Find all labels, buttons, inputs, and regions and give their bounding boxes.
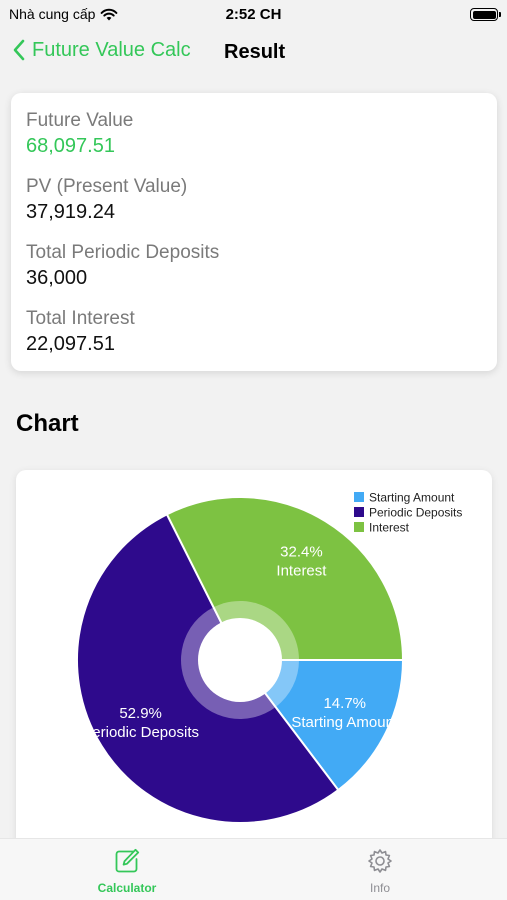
status-time: 2:52 CH [225,6,282,23]
slice-percent-label: 14.7% [323,695,366,712]
legend-swatch [354,507,364,517]
result-value: 36,000 [26,267,88,289]
chart-section-title: Chart [16,410,79,437]
legend-label: Starting Amount [369,491,455,505]
result-value: 22,097.51 [26,333,115,355]
tab-calculator[interactable]: Calculator [77,847,177,895]
back-button[interactable]: Future Value Calc [12,38,191,62]
slice-name-label: Starting Amount [291,714,399,731]
result-value: 37,919.24 [26,201,115,223]
donut-hole [198,618,282,702]
status-carrier: Nhà cung cấp [9,6,118,22]
legend-label: Periodic Deposits [369,506,462,520]
slice-percent-label: 52.9% [119,705,162,722]
legend-swatch [354,522,364,532]
result-total-interest: Total Interest 22,097.51 [26,307,135,357]
edit-icon [115,848,140,873]
result-label: Total Interest [26,308,135,329]
tab-label: Calculator [97,881,157,895]
result-future-value: Future Value 68,097.51 [26,109,133,159]
result-label: PV (Present Value) [26,176,188,197]
result-present-value: PV (Present Value) 37,919.24 [26,175,187,225]
gear-icon [368,849,392,873]
page-title: Result [224,41,286,63]
tab-bar: Calculator Info [0,838,507,900]
result-label: Total Periodic Deposits [26,242,220,263]
status-bar: Nhà cung cấp 2:52 CH [0,0,507,30]
slice-name-label: Interest [276,562,327,579]
result-value: 68,097.51 [26,135,115,157]
tab-info[interactable]: Info [330,847,430,895]
navigation-bar: Future Value Calc Result [0,30,507,76]
legend-label: Interest [369,521,410,535]
tab-label: Info [369,881,390,895]
chart-card: 14.7% Starting Amount 52.9% Periodic Deposi… [16,470,492,850]
slice-name-label: Periodic Deposits [82,724,199,741]
results-card: Future Value 68,097.51 PV (Present Value… [11,93,497,371]
slice-percent-label: 32.4% [280,543,323,560]
donut-chart: 14.7% Starting Amount 52.9% Periodic Deposi… [75,491,462,824]
chevron-left-icon [13,39,25,61]
result-total-periodic-deposits: Total Periodic Deposits 36,000 [26,241,219,291]
battery-icon [470,8,501,21]
back-button-label: Future Value Calc [32,38,191,61]
result-label: Future Value [26,110,134,131]
pie-slice-interest[interactable] [165,496,405,661]
legend-swatch [354,492,364,502]
wifi-icon [101,8,118,20]
pie-slice-starting-amount[interactable] [237,659,405,792]
carrier-name: Nhà cung cấp [9,6,96,22]
